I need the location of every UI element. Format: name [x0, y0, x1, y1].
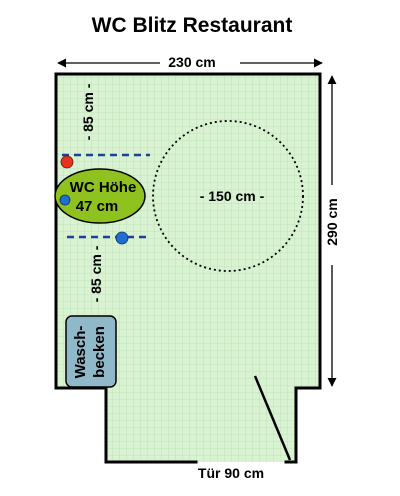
door-label: Tür 90 cm [198, 465, 264, 481]
page-title: WC Blitz Restaurant [92, 14, 293, 37]
emergency-call-marker [115, 231, 129, 245]
height-label-bg [322, 185, 342, 265]
toilet-label-line1: WC Höhe [70, 179, 137, 196]
toilet-bowl [54, 168, 146, 224]
sink-label-line2: becken [91, 326, 108, 378]
turning-circle-label: - 150 cm - [200, 188, 265, 204]
side-space-top-label: - 85 cm - [80, 83, 96, 140]
turning-circle [152, 120, 304, 272]
sink [65, 315, 117, 388]
height-label: 290 cm [324, 198, 340, 245]
door-leaf [253, 375, 292, 461]
flush-button-marker [60, 155, 74, 169]
room-floor [56, 74, 320, 462]
toilet-paper-marker [59, 194, 71, 206]
width-label: 230 cm [168, 54, 215, 70]
sink-label-line1: Wasch- [72, 326, 89, 379]
room-walls [54, 72, 322, 464]
toilet-label-line2: 47 cm [76, 198, 119, 215]
width-label-bg [160, 52, 240, 72]
side-space-bottom-label: - 85 cm - [88, 245, 104, 302]
